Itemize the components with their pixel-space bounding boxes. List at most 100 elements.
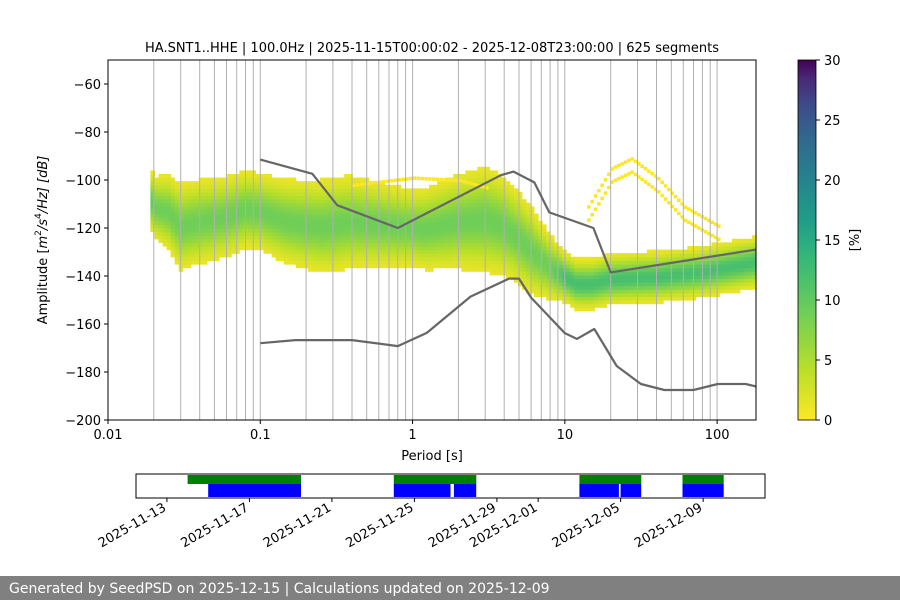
heatmap-cell — [384, 199, 390, 204]
heatmap-cell — [517, 256, 523, 261]
heatmap-cell — [372, 253, 378, 258]
heatmap-cell — [481, 249, 487, 254]
heatmap-cell — [360, 246, 365, 251]
heatmap-cell — [275, 231, 281, 236]
heatmap-cell — [215, 213, 220, 218]
heatmap-cell — [489, 242, 495, 247]
heatmap-cell — [291, 246, 297, 251]
heatmap-cell — [420, 192, 426, 197]
heatmap-cell — [582, 278, 587, 283]
heatmap-cell — [461, 264, 466, 269]
heatmap-cell — [283, 238, 289, 243]
heatmap-cell — [271, 206, 277, 211]
colorbar-tick-label: 5 — [824, 354, 832, 369]
heatmap-cell — [420, 264, 426, 269]
timeline-available-bar — [187, 475, 301, 484]
heatmap-cell — [598, 267, 604, 272]
heatmap-cell — [441, 213, 446, 218]
heatmap-cell — [485, 253, 491, 258]
heatmap-cell — [473, 264, 478, 269]
heatmap-cell — [283, 246, 289, 251]
heatmap-cell — [513, 210, 519, 215]
heatmap-cell — [703, 271, 709, 276]
heatmap-cell — [267, 224, 273, 229]
heatmap-cell — [283, 213, 289, 218]
heatmap-cell — [638, 278, 644, 283]
heatmap-cell — [582, 303, 587, 308]
heatmap-cell — [316, 213, 321, 218]
heatmap-cell — [509, 192, 515, 197]
heatmap-cell — [182, 235, 188, 240]
heatmap-cell — [707, 218, 711, 223]
heatmap-cell — [659, 296, 664, 301]
heatmap-cell — [267, 213, 273, 218]
heatmap-cell — [610, 282, 616, 287]
heatmap-cell — [643, 300, 648, 305]
nlnm-curve — [260, 277, 757, 392]
heatmap-cell — [739, 264, 745, 269]
heatmap-cell — [630, 292, 636, 297]
heatmap-cell — [445, 231, 450, 236]
heatmap-cell — [194, 202, 200, 207]
heatmap-cell — [465, 174, 470, 179]
heatmap-cell — [449, 260, 454, 265]
heatmap-cell — [542, 246, 547, 251]
heatmap-cell — [154, 199, 160, 204]
heatmap-cell — [465, 206, 470, 211]
heatmap-cell — [158, 206, 164, 211]
heatmap-cell — [202, 256, 208, 261]
heatmap-cell — [453, 235, 458, 240]
heatmap-cell — [461, 231, 466, 236]
heatmap-cell — [461, 210, 466, 215]
heatmap-cell — [372, 213, 378, 218]
heatmap-cell — [574, 303, 579, 308]
heatmap-cell — [481, 213, 487, 218]
heatmap-cell — [449, 184, 454, 189]
heatmap-cell — [311, 224, 317, 229]
heatmap-cell — [505, 228, 511, 233]
heatmap-cell — [441, 184, 446, 189]
heatmap-cell — [299, 246, 305, 251]
heatmap-cell — [477, 177, 482, 182]
heatmap-cell — [271, 242, 277, 247]
heatmap-cell — [211, 206, 216, 211]
heatmap-cell — [356, 195, 361, 200]
heatmap-cell — [687, 267, 692, 272]
heatmap-cell — [550, 292, 555, 297]
heatmap-cell — [311, 181, 317, 186]
heatmap-cell — [182, 217, 188, 222]
footer-bar: Generated by SeedPSD on 2025-12-15 | Cal… — [0, 576, 900, 600]
heatmap-cell — [715, 267, 721, 272]
heatmap-cell — [534, 253, 539, 258]
heatmap-cell — [340, 242, 345, 247]
heatmap-cell — [311, 249, 317, 254]
heatmap-cell — [275, 188, 281, 193]
heatmap-cell — [574, 292, 579, 297]
heatmap-cell — [384, 184, 390, 189]
heatmap-cell — [328, 188, 333, 193]
heatmap-cell — [174, 210, 180, 215]
heatmap-cell — [207, 202, 212, 207]
heatmap-cell — [481, 195, 487, 200]
heatmap-cell — [372, 210, 378, 215]
timeline-tick-label: 2025-12-05 — [550, 500, 623, 551]
heatmap-cell — [517, 213, 523, 218]
heatmap-cell — [497, 177, 503, 182]
heatmap-cell — [263, 228, 269, 233]
heatmap-cell — [368, 206, 373, 211]
heatmap-cell — [425, 202, 430, 207]
heatmap-cell — [267, 192, 273, 197]
heatmap-cell — [267, 188, 273, 193]
heatmap-cell — [586, 256, 591, 261]
heatmap-cell — [324, 253, 329, 258]
heatmap-cell — [291, 249, 297, 254]
heatmap-cell — [340, 228, 345, 233]
heatmap-cell — [647, 278, 652, 283]
heatmap-cell — [231, 246, 236, 251]
heatmap-cell — [344, 235, 349, 240]
heatmap-cell — [554, 282, 559, 287]
heatmap-cell — [626, 282, 632, 287]
heatmap-cell — [356, 260, 361, 265]
heatmap-cell — [283, 231, 289, 236]
heatmap-cell — [162, 238, 168, 243]
